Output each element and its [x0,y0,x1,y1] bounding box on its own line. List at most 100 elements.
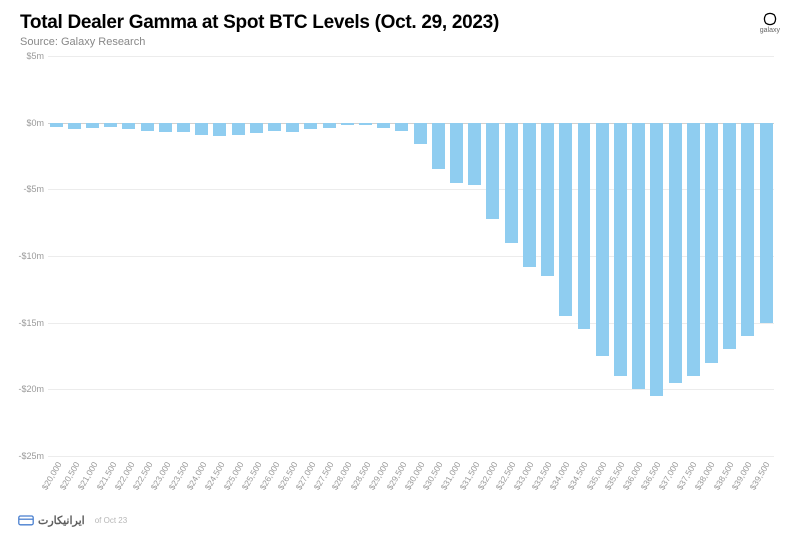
watermark-note: of Oct 23 [95,516,127,525]
bar [395,123,408,131]
bar [450,123,463,183]
bar [559,123,572,316]
bar-slot [521,56,537,456]
bar [104,123,117,127]
bar-slot [667,56,683,456]
bar [50,123,63,127]
plot-area: $5m$0m-$5m-$10m-$15m-$20m-$25m [48,56,774,456]
bar [195,123,208,135]
bar [705,123,718,363]
bar [687,123,700,376]
bar [669,123,682,383]
bar [377,123,390,128]
bar-slot [631,56,647,456]
bar [359,123,372,126]
bar-slot [230,56,246,456]
y-axis-label: -$25m [18,451,44,461]
bar-slot [612,56,628,456]
bar-slot [121,56,137,456]
bar-slot [194,56,210,456]
bar [68,123,81,130]
chart-container: Total Dealer Gamma at Spot BTC Levels (O… [0,0,800,533]
bar-slot [430,56,446,456]
y-axis-label: -$10m [18,251,44,261]
bar-slot [685,56,701,456]
bar-slot [539,56,555,456]
bar [541,123,554,276]
bar-slot [722,56,738,456]
y-axis-label: -$5m [18,184,44,194]
bar-slot [412,56,428,456]
bar-slot [321,56,337,456]
bar-slot [157,56,173,456]
bar-slot [84,56,100,456]
galaxy-logo-label: galaxy [760,27,780,34]
bar [614,123,627,376]
galaxy-logo: galaxy [760,12,780,34]
y-axis-label: $0m [18,118,44,128]
bar-slot [558,56,574,456]
bar-slot [303,56,319,456]
bar-slot [649,56,665,456]
bar [159,123,172,132]
bar [177,123,190,132]
bar-slot [103,56,119,456]
watermark-icon [18,513,34,527]
bar [650,123,663,396]
bar-slot [467,56,483,456]
bar [486,123,499,219]
bar-slot [448,56,464,456]
bar [760,123,773,323]
bar-slot [594,56,610,456]
bar-slot [285,56,301,456]
y-axis-label: -$20m [18,384,44,394]
bar-slot [212,56,228,456]
bars-group [48,56,774,456]
bar-slot [48,56,64,456]
bar-slot [703,56,719,456]
bar [268,123,281,131]
bar-slot [740,56,756,456]
bar-slot [758,56,774,456]
bar-slot [248,56,264,456]
bar [232,123,245,135]
bar [286,123,299,132]
bar [213,123,226,136]
bar [414,123,427,144]
y-axis-label: -$15m [18,318,44,328]
watermark-text: ایرانیکارت [38,514,85,527]
chart-area: $5m$0m-$5m-$10m-$15m-$20m-$25m $20,000$2… [48,56,774,456]
bar [723,123,736,350]
bar [323,123,336,128]
bar-slot [339,56,355,456]
bar [632,123,645,390]
bar [304,123,317,130]
bar [578,123,591,330]
watermark: ایرانیکارت of Oct 23 [18,513,127,527]
bar-slot [485,56,501,456]
bar [341,123,354,126]
title-block: Total Dealer Gamma at Spot BTC Levels (O… [20,12,499,48]
bar [596,123,609,356]
header: Total Dealer Gamma at Spot BTC Levels (O… [20,12,780,48]
y-axis-label: $5m [18,51,44,61]
page-title: Total Dealer Gamma at Spot BTC Levels (O… [20,12,499,34]
galaxy-logo-icon [763,12,777,26]
bar [86,123,99,128]
bar [523,123,536,267]
bar-slot [175,56,191,456]
bar-slot [66,56,82,456]
source-subtitle: Source: Galaxy Research [20,36,499,48]
bar-slot [503,56,519,456]
bar-slot [357,56,373,456]
bar-slot [576,56,592,456]
bar-slot [376,56,392,456]
bar [122,123,135,130]
bar [741,123,754,336]
bar-slot [139,56,155,456]
bar [141,123,154,131]
x-axis: $20,000$20,500$21,000$21,500$22,000$22,5… [48,456,774,516]
bar [432,123,445,170]
bar-slot [394,56,410,456]
bar [250,123,263,134]
